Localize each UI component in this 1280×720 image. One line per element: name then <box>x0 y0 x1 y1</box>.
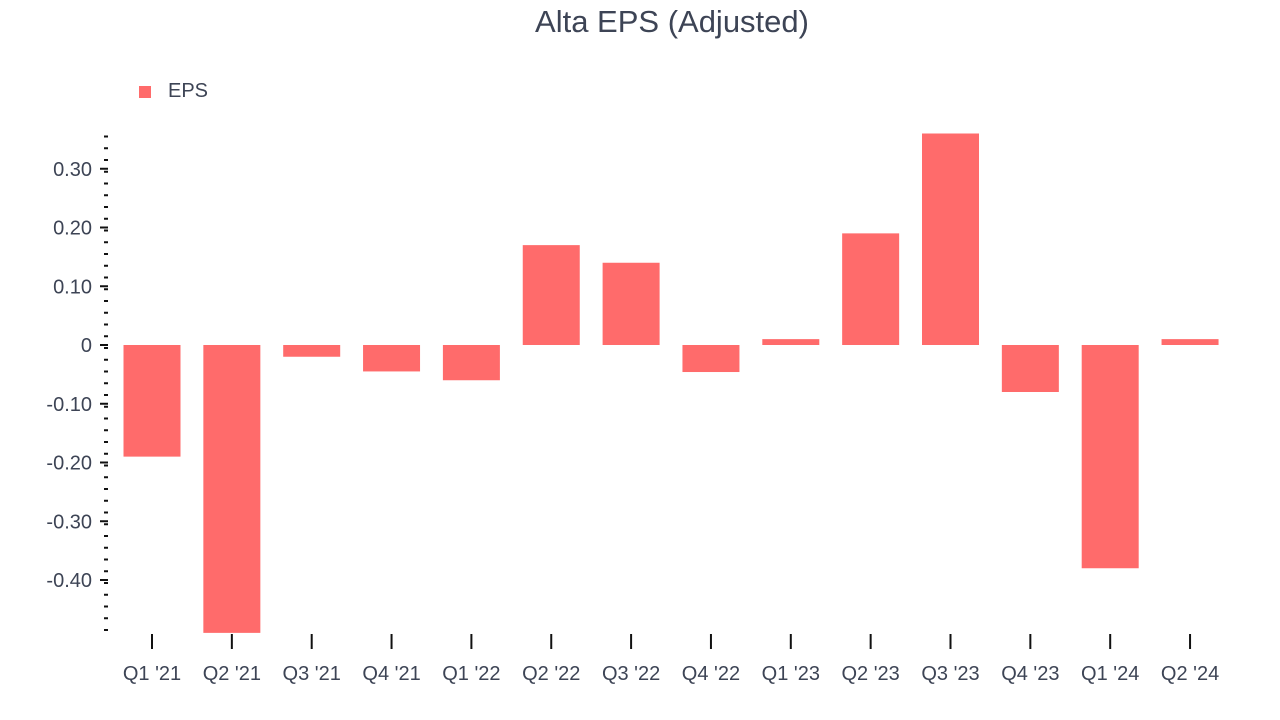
legend-swatch <box>139 85 151 98</box>
bar <box>762 339 820 345</box>
bar <box>363 345 421 372</box>
legend-label: EPS <box>168 80 209 102</box>
bar <box>442 345 500 381</box>
bar <box>602 262 660 345</box>
bar <box>1161 339 1219 345</box>
x-tick-label: Q2 '23 <box>841 663 899 685</box>
x-tick-label: Q1 '22 <box>442 663 500 685</box>
y-tick-label: 0.10 <box>53 276 92 298</box>
x-tick-label: Q1 '23 <box>762 663 820 685</box>
x-tick-label: Q1 '21 <box>123 663 181 685</box>
bar <box>522 245 580 345</box>
bar <box>1001 345 1059 392</box>
x-tick-label: Q2 '21 <box>203 663 261 685</box>
y-tick-label: 0 <box>81 335 92 357</box>
bar <box>203 345 261 633</box>
x-tick-label: Q4 '21 <box>362 663 420 685</box>
bar <box>682 345 740 373</box>
x-tick-label: Q2 '24 <box>1161 663 1219 685</box>
x-tick-label: Q3 '23 <box>921 663 979 685</box>
x-tick-label: Q3 '21 <box>283 663 341 685</box>
bar <box>842 233 900 345</box>
bar <box>283 345 341 357</box>
y-tick-label: -0.20 <box>46 453 92 475</box>
y-tick-label: 0.20 <box>53 218 92 240</box>
x-tick-label: Q4 '22 <box>682 663 740 685</box>
x-tick-label: Q1 '24 <box>1081 663 1139 685</box>
chart-title: Alta EPS (Adjusted) <box>535 4 809 39</box>
legend: EPS <box>139 80 208 103</box>
y-tick-label: -0.40 <box>46 570 92 592</box>
bar <box>123 345 181 457</box>
x-tick-label: Q3 '22 <box>602 663 660 685</box>
y-tick-label: 0.30 <box>53 159 92 181</box>
bar <box>1081 345 1139 569</box>
x-tick-label: Q2 '22 <box>522 663 580 685</box>
y-tick-label: -0.10 <box>46 394 92 416</box>
x-tick-label: Q4 '23 <box>1001 663 1059 685</box>
y-tick-label: -0.30 <box>46 511 92 533</box>
bar <box>922 133 979 345</box>
